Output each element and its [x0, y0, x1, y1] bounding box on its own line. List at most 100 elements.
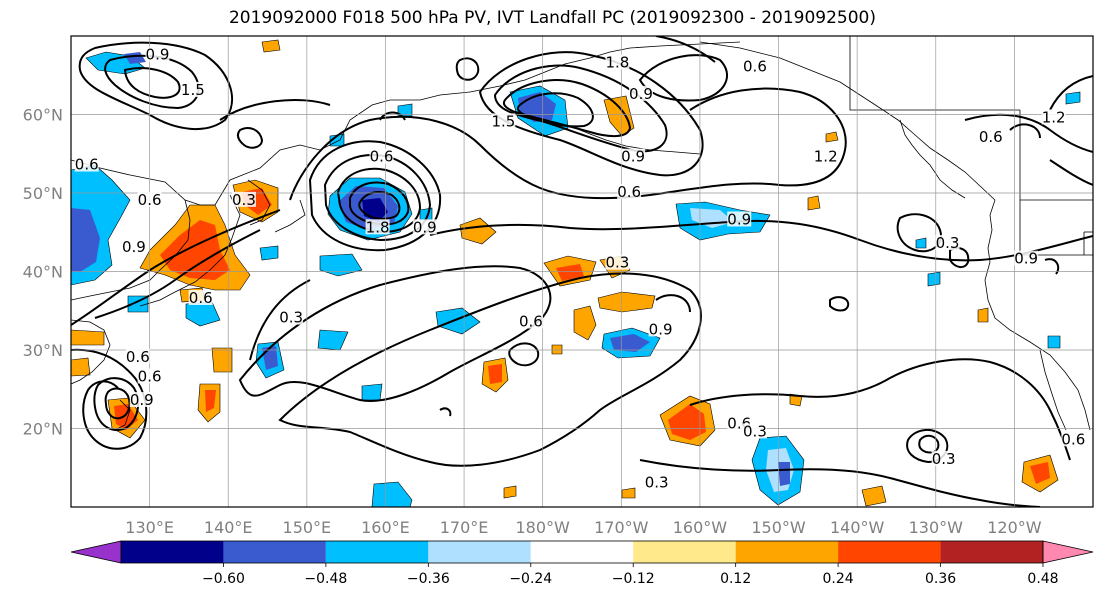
contour-label: 0.6	[138, 367, 162, 385]
colorbar-swatch	[838, 541, 941, 563]
lon-tick-label: 150°W	[751, 518, 806, 537]
contour-label-bg	[727, 211, 752, 227]
colorbar-swatch	[428, 541, 531, 563]
colorbar-swatch	[633, 541, 736, 563]
contour-label-bg	[1061, 431, 1086, 447]
contour-label: 1.2	[1042, 108, 1066, 126]
contour-label: 0.6	[189, 289, 213, 307]
lat-tick-label: 20°N	[23, 420, 63, 439]
colorbar-swatch	[940, 541, 1043, 563]
contour-label-bg	[121, 238, 146, 254]
contour-label: 0.9	[629, 85, 653, 103]
contour-label-bg	[231, 191, 256, 207]
contour-label: 1.8	[605, 53, 629, 71]
contour-label-bg	[628, 85, 653, 101]
lat-tick-label: 30°N	[23, 341, 63, 360]
colorbar-tick-label: 0.12	[720, 571, 751, 587]
contour-label-bg	[978, 129, 1003, 145]
colorbar-swatch	[325, 541, 429, 563]
lon-tick-label: 120°W	[987, 518, 1042, 537]
contour-label-bg	[279, 309, 304, 325]
contour-label: 0.3	[605, 254, 629, 272]
lon-tick-label: 140°W	[830, 518, 885, 537]
lon-tick-label: 130°W	[909, 518, 964, 537]
lon-tick-label: 170°W	[594, 518, 649, 537]
contour-label-bg	[491, 113, 516, 129]
contour-label: 0.6	[126, 348, 150, 366]
contour-label: 0.9	[413, 218, 437, 236]
contour-label: 1.8	[366, 218, 390, 236]
contour-label-bg	[1041, 109, 1066, 125]
colorbar-tick-label: 0.36	[925, 571, 956, 587]
contour-label-bg	[129, 392, 154, 408]
colorbar-swatch	[223, 541, 326, 563]
contour-label-bg	[518, 313, 543, 329]
lon-tick-label: 150°E	[283, 518, 332, 537]
contour-label-bg	[1014, 250, 1039, 266]
contour-label-bg	[813, 148, 838, 164]
contour-label-bg	[617, 184, 642, 199]
contour-label-bg	[605, 54, 630, 70]
chart-title: 2019092000 F018 500 hPa PV, IVT Landfall…	[228, 8, 876, 28]
lon-tick-label: 160°E	[361, 518, 410, 537]
contour-label-bg	[145, 46, 170, 62]
colorbar-swatch	[735, 541, 839, 563]
lon-tick-label: 130°E	[125, 518, 174, 537]
contour-label: 0.3	[645, 473, 669, 491]
contour-label-bg	[180, 81, 205, 97]
colorbar-tick-label: 0.24	[823, 571, 854, 587]
contour-label-bg	[137, 191, 162, 207]
colorbar-tick-label: −0.12	[612, 571, 655, 587]
lon-tick-label: 180°W	[516, 518, 571, 537]
contour-label-bg	[369, 148, 394, 164]
colorbar-swatch	[121, 541, 224, 563]
lat-tick-label: 40°N	[23, 263, 63, 282]
contour-label: 0.6	[138, 191, 162, 209]
contour-label: 0.3	[232, 191, 256, 209]
contour-label: 0.3	[743, 422, 767, 440]
contour-label-bg	[621, 148, 646, 164]
contour-label-bg	[644, 474, 669, 490]
colorbar-tick-label: −0.60	[202, 571, 245, 587]
colorbar-tick-label: −0.36	[407, 571, 450, 587]
contour-label: 0.3	[279, 309, 303, 327]
contour-label: 0.6	[617, 183, 641, 201]
contour-label-bg	[605, 254, 630, 270]
map-frame	[70, 35, 1094, 508]
colorbar-extend-low	[70, 540, 122, 564]
contour-label-bg	[742, 423, 767, 439]
contour-label-bg	[648, 321, 673, 337]
colorbar-frame	[120, 540, 1044, 564]
contour-label: 0.6	[370, 148, 394, 166]
contour-label-bg	[931, 450, 956, 466]
longitude-labels: 130°E 140°E 150°E 160°E 170°E 180°W 170°W 160°W…	[125, 518, 1041, 537]
colorbar-swatch	[530, 541, 634, 563]
coastlines	[71, 36, 1093, 431]
lon-tick-label: 170°E	[440, 518, 489, 537]
contour-label: 0.9	[146, 46, 170, 64]
ivt-positive-shading	[71, 39, 1059, 507]
contour-label: 0.6	[75, 156, 99, 174]
colorbar: −0.60 −0.48 −0.36 −0.24 −0.12 0.12 0.24 0.36 0.4…	[70, 540, 1094, 587]
contour-label-bg	[74, 156, 99, 172]
contour-label-bg	[125, 348, 150, 364]
lon-tick-label: 140°E	[204, 518, 253, 537]
contour-label: 0.3	[932, 450, 956, 468]
contour-label: 0.9	[649, 320, 673, 338]
contour-label: 0.9	[1014, 250, 1038, 268]
lat-tick-label: 50°N	[23, 184, 63, 203]
colorbar-extend-high	[1042, 540, 1094, 564]
contour-label: 0.6	[979, 128, 1003, 146]
contour-label: 1.5	[491, 112, 515, 130]
colorbar-tick-label: −0.24	[509, 571, 552, 587]
latitude-labels: 20°N 30°N 40°N 50°N 60°N	[23, 106, 63, 439]
contour-label: 0.9	[122, 238, 146, 256]
contour-label-bg	[137, 368, 162, 384]
contour-label: 0.6	[1061, 430, 1085, 448]
colorbar-tick-label: −0.48	[304, 571, 347, 587]
contour-label: 0.6	[519, 313, 543, 331]
colorbar-tick-label: 0.48	[1027, 571, 1058, 587]
contour-label-bg	[365, 219, 390, 235]
contour-label-bg	[935, 235, 960, 251]
